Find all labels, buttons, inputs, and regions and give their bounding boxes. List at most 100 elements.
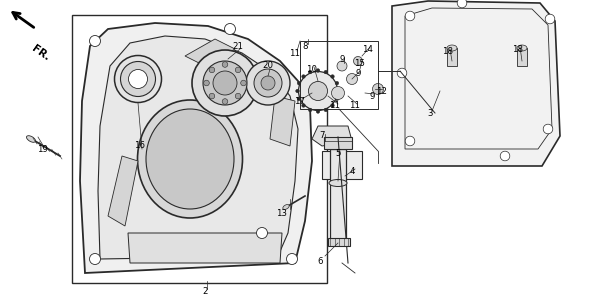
- Circle shape: [296, 89, 299, 93]
- Circle shape: [335, 81, 339, 85]
- Circle shape: [331, 104, 335, 107]
- Circle shape: [120, 61, 156, 97]
- Circle shape: [309, 82, 327, 101]
- Bar: [447, 48, 457, 66]
- Polygon shape: [80, 23, 312, 273]
- Bar: [330, 149, 346, 239]
- Circle shape: [301, 75, 305, 78]
- Text: 11: 11: [329, 101, 340, 110]
- Ellipse shape: [447, 45, 457, 51]
- Circle shape: [337, 61, 347, 71]
- Polygon shape: [98, 36, 298, 259]
- Circle shape: [543, 124, 553, 134]
- Circle shape: [209, 93, 215, 99]
- Polygon shape: [185, 39, 235, 66]
- Circle shape: [316, 110, 320, 113]
- Circle shape: [222, 99, 228, 104]
- Ellipse shape: [329, 179, 347, 187]
- Ellipse shape: [283, 205, 289, 209]
- Circle shape: [405, 11, 415, 21]
- Circle shape: [332, 86, 345, 100]
- Circle shape: [335, 97, 339, 101]
- Circle shape: [297, 97, 301, 101]
- Text: 9: 9: [369, 92, 375, 101]
- Polygon shape: [128, 233, 282, 263]
- Circle shape: [324, 70, 327, 74]
- Circle shape: [500, 151, 510, 161]
- Text: 10: 10: [306, 64, 317, 73]
- Text: 12: 12: [376, 86, 388, 95]
- Circle shape: [225, 23, 235, 35]
- Polygon shape: [270, 96, 295, 146]
- Circle shape: [545, 14, 555, 24]
- Text: 6: 6: [317, 256, 323, 265]
- Text: 11: 11: [349, 101, 360, 110]
- Circle shape: [316, 69, 320, 72]
- Text: 21: 21: [232, 42, 244, 51]
- Circle shape: [254, 69, 282, 97]
- Circle shape: [235, 93, 241, 99]
- Circle shape: [372, 83, 384, 95]
- Circle shape: [241, 80, 246, 86]
- Bar: [300, 41, 378, 109]
- Bar: [328, 238, 350, 246]
- Circle shape: [213, 71, 237, 95]
- Text: 9: 9: [339, 54, 345, 64]
- Text: 13: 13: [277, 209, 287, 218]
- Circle shape: [192, 50, 258, 116]
- Polygon shape: [312, 126, 352, 146]
- Text: 8: 8: [302, 42, 308, 51]
- Polygon shape: [108, 156, 138, 226]
- Circle shape: [246, 61, 290, 105]
- Text: 3: 3: [427, 108, 432, 117]
- Bar: [517, 48, 527, 66]
- Circle shape: [261, 76, 275, 90]
- Text: 14: 14: [362, 45, 373, 54]
- Ellipse shape: [27, 136, 35, 142]
- Circle shape: [287, 253, 297, 265]
- Circle shape: [222, 62, 228, 67]
- Bar: [324, 137, 352, 149]
- Text: 5: 5: [335, 148, 341, 157]
- Circle shape: [397, 68, 407, 78]
- Circle shape: [331, 75, 335, 78]
- Ellipse shape: [137, 100, 242, 218]
- Circle shape: [353, 57, 362, 66]
- Text: 15: 15: [355, 58, 365, 67]
- Circle shape: [297, 81, 301, 85]
- Circle shape: [309, 70, 312, 74]
- Text: 18: 18: [513, 45, 523, 54]
- Circle shape: [114, 55, 162, 103]
- Circle shape: [457, 0, 467, 8]
- Circle shape: [257, 228, 267, 238]
- Text: 9: 9: [355, 69, 360, 77]
- Circle shape: [301, 104, 305, 107]
- Circle shape: [129, 70, 148, 88]
- Circle shape: [203, 61, 247, 105]
- Circle shape: [204, 80, 209, 86]
- Bar: [322, 151, 362, 179]
- Circle shape: [90, 36, 100, 46]
- Polygon shape: [392, 1, 560, 166]
- Text: 17: 17: [294, 97, 306, 105]
- Text: 18: 18: [442, 46, 454, 55]
- Circle shape: [324, 108, 327, 112]
- Bar: [72, 15, 327, 283]
- Text: 7: 7: [319, 132, 324, 141]
- Text: 20: 20: [263, 61, 274, 70]
- Text: 19: 19: [37, 144, 47, 154]
- Circle shape: [235, 67, 241, 73]
- Circle shape: [346, 73, 358, 85]
- Ellipse shape: [517, 45, 527, 51]
- Circle shape: [309, 108, 312, 112]
- Text: 4: 4: [349, 166, 355, 175]
- Text: 16: 16: [135, 141, 146, 150]
- Text: 2: 2: [202, 287, 208, 296]
- Circle shape: [90, 253, 100, 265]
- Circle shape: [405, 136, 415, 146]
- Circle shape: [209, 67, 215, 73]
- Text: FR.: FR.: [30, 43, 51, 62]
- Circle shape: [337, 89, 340, 93]
- Circle shape: [299, 72, 337, 110]
- Ellipse shape: [146, 109, 234, 209]
